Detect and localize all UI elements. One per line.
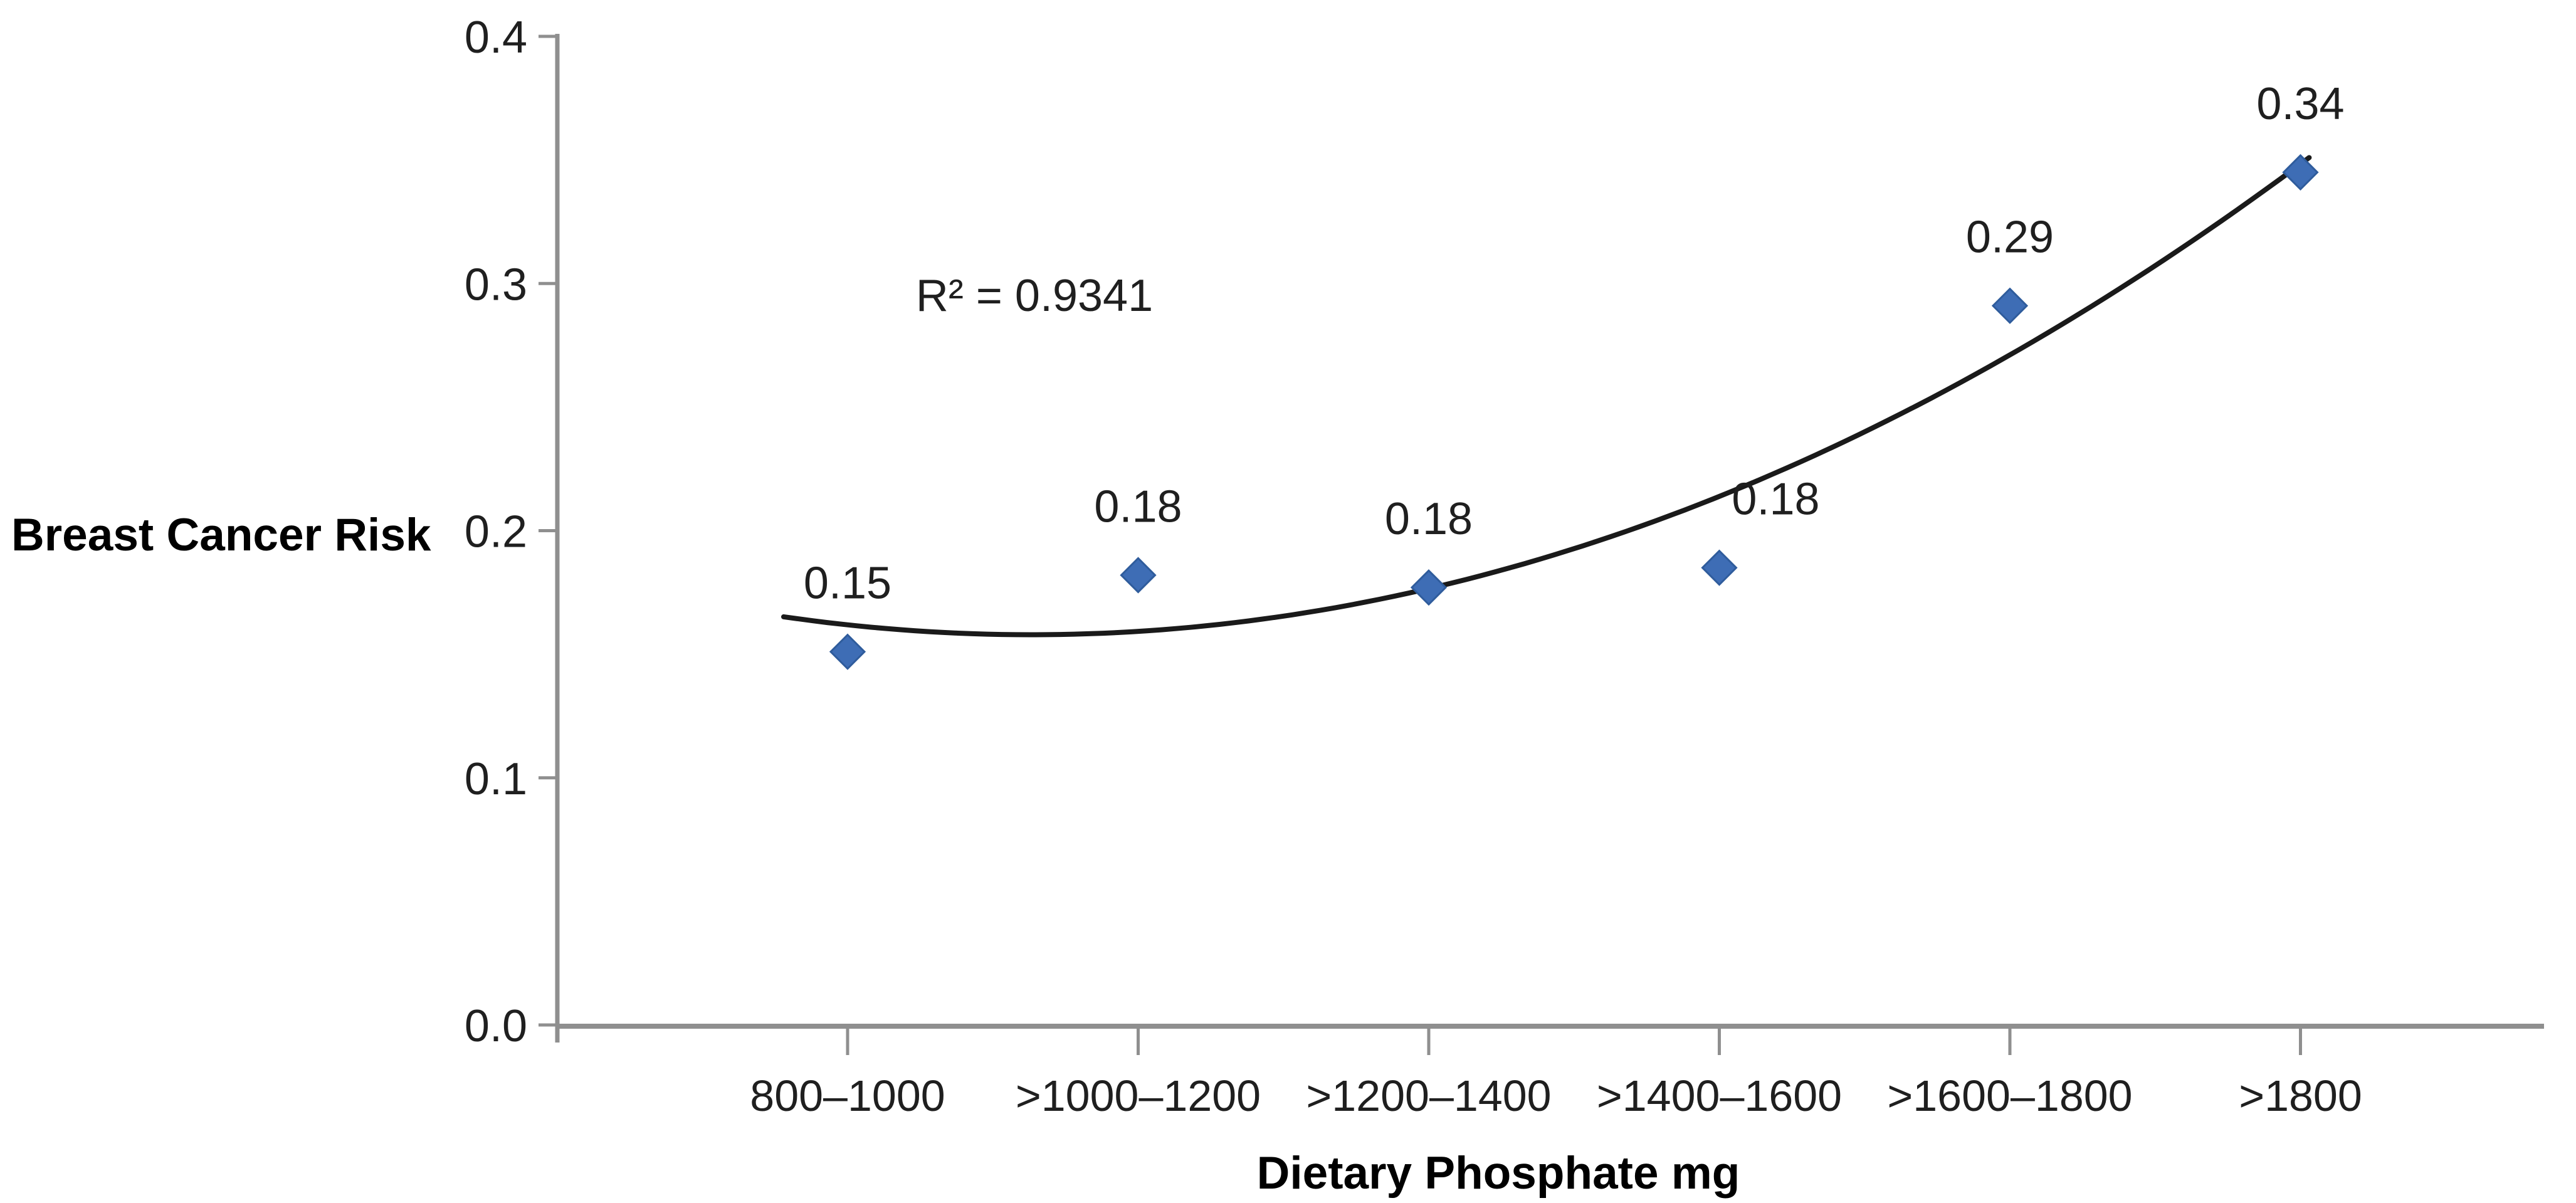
- y-tick-label: 0.3: [465, 260, 527, 310]
- x-tick-label: 800–1000: [750, 1071, 945, 1120]
- x-tick-label: >1200–1400: [1306, 1071, 1551, 1120]
- y-axis-title: Breast Cancer Risk: [11, 510, 431, 560]
- r-squared-annotation: R² = 0.9341: [915, 271, 1154, 321]
- data-point-marker: [1701, 549, 1738, 586]
- y-tick-label: 0.4: [465, 13, 527, 63]
- x-axis-title: Dietary Phosphate mg: [1256, 1148, 1740, 1199]
- y-tick-label: 0.2: [465, 507, 527, 557]
- data-point-marker: [829, 633, 866, 670]
- x-tick-label: >1000–1200: [1016, 1071, 1261, 1120]
- x-tick-label: >1800: [2239, 1071, 2362, 1120]
- data-point-label: 0.18: [1385, 494, 1473, 544]
- data-point-marker: [2282, 154, 2319, 191]
- x-tick-label: >1600–1800: [1887, 1071, 2132, 1120]
- data-point-label: 0.15: [804, 559, 891, 609]
- data-point-label: 0.34: [2256, 79, 2344, 129]
- data-point-marker: [1120, 557, 1157, 594]
- x-tick-label: >1400–1600: [1597, 1071, 1842, 1120]
- y-tick-label: 0.1: [465, 754, 527, 804]
- data-point-marker: [1410, 569, 1448, 606]
- data-point-label: 0.29: [1966, 213, 2054, 263]
- data-point-label: 0.18: [1094, 481, 1182, 532]
- trendline-curve: [781, 155, 2312, 638]
- data-point-marker: [1991, 287, 2029, 324]
- y-tick-label: 0.0: [465, 1001, 527, 1051]
- data-point-label: 0.18: [1732, 475, 1819, 525]
